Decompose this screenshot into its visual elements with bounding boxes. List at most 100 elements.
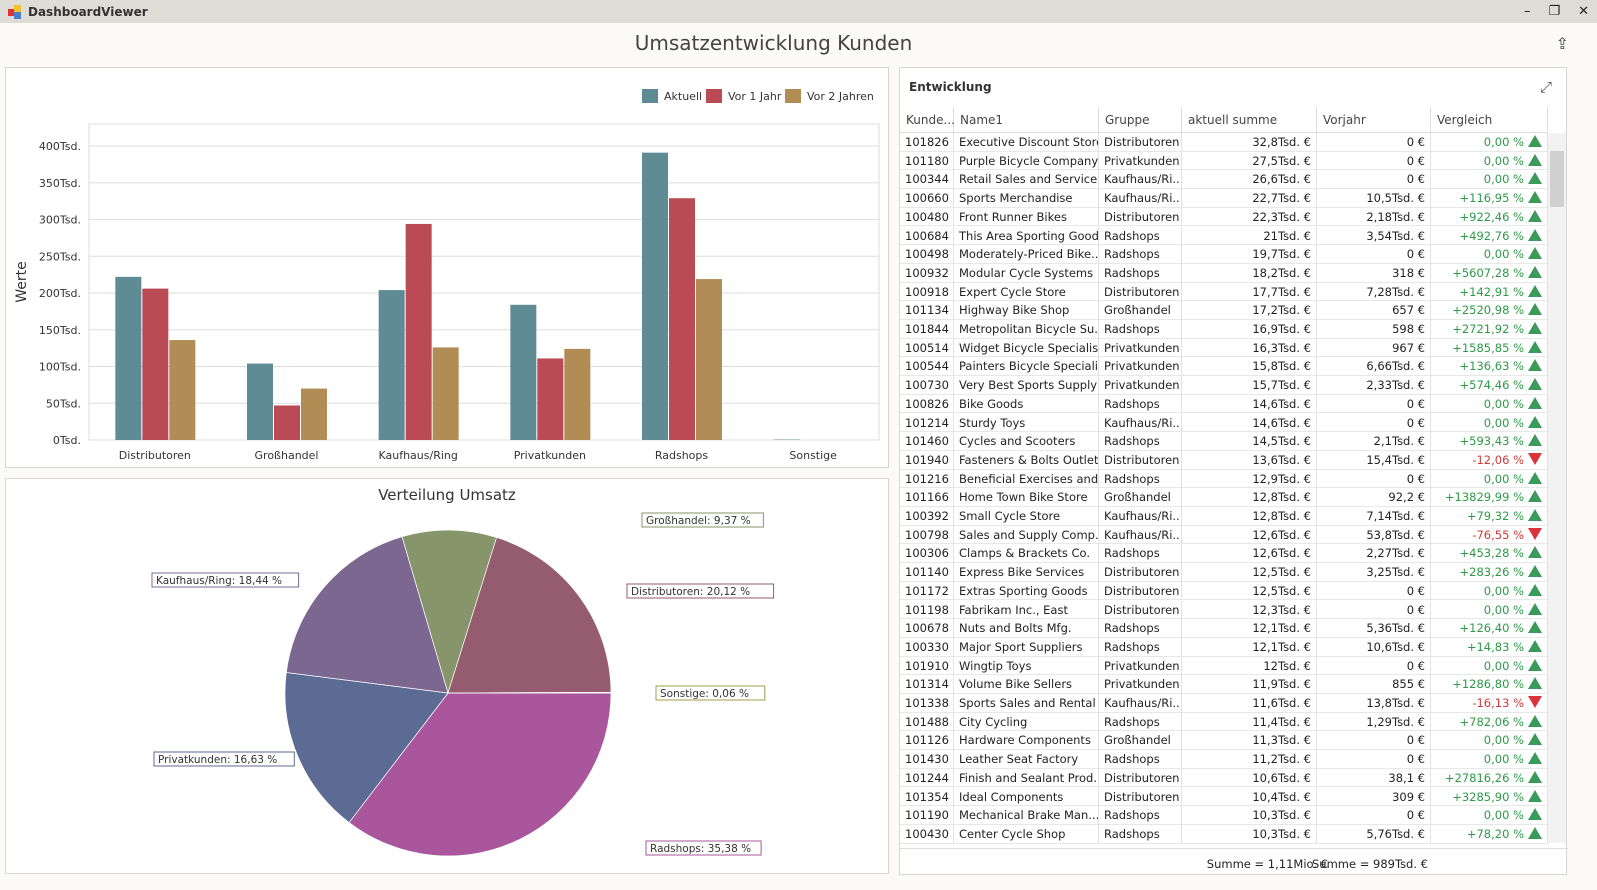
- grid-title: Entwicklung: [909, 80, 992, 94]
- legend-label: Vor 1 Jahr: [728, 90, 782, 103]
- current-sum-cell: 11,2Tsd. €: [1182, 750, 1317, 769]
- y-axis-label: Werte: [14, 261, 30, 303]
- column-header[interactable]: Vergleich: [1431, 107, 1548, 133]
- comparison-cell: +2520,98 %: [1431, 301, 1548, 320]
- column-header[interactable]: Kunde...: [900, 107, 955, 133]
- column-header[interactable]: aktuell summe: [1182, 107, 1317, 133]
- export-icon[interactable]: ⇪: [1555, 34, 1569, 53]
- table-row[interactable]: 100660 Sports Merchandise Kaufhaus/Ri... 22…: [900, 189, 1548, 208]
- customer-id-cell: 101172: [900, 581, 954, 601]
- arrow-down-icon: [1528, 696, 1542, 708]
- table-row[interactable]: 101180 Purple Bicycle Company Privatkunden…: [900, 151, 1548, 171]
- table-row[interactable]: 100498 Moderately-Priced Bike... Radshops 1…: [900, 245, 1548, 264]
- table-row[interactable]: 101314 Volume Bike Sellers Privatkunden 11,…: [900, 675, 1548, 694]
- customer-id-cell: 101460: [900, 432, 954, 451]
- table-row[interactable]: 100514 Widget Bicycle Specialists Privatku…: [900, 338, 1548, 358]
- table-row[interactable]: 100480 Front Runner Bikes Distributoren 22,…: [900, 207, 1548, 227]
- table-row[interactable]: 101910 Wingtip Toys Privatkunden 12Tsd. €0 …: [900, 656, 1548, 676]
- table-row[interactable]: 100932 Modular Cycle Systems Radshops 18,2T…: [900, 263, 1548, 283]
- arrow-up-icon: [1528, 770, 1542, 783]
- previous-year-cell: 5,76Tsd. €: [1317, 824, 1431, 844]
- comparison-cell: -12,06 %: [1431, 450, 1548, 470]
- previous-year-cell: 598 €: [1317, 320, 1431, 339]
- bar-vor-2-jahren: [564, 348, 591, 440]
- table-row[interactable]: 100544 Painters Bicycle Speciali... Privat…: [900, 357, 1548, 377]
- comparison-cell: 0,00 %: [1431, 394, 1548, 414]
- table-row[interactable]: 100392 Small Cycle Store Kaufhaus/Ri... 12,…: [900, 507, 1548, 526]
- table-row[interactable]: 101354 Ideal Components Distributoren 10,4T…: [900, 787, 1548, 807]
- table-row[interactable]: 101198 Fabrikam Inc., East Distributoren 12…: [900, 600, 1548, 620]
- current-sum-cell: 10,3Tsd. €: [1182, 824, 1317, 844]
- column-header[interactable]: Vorjahr: [1317, 107, 1431, 133]
- table-row[interactable]: 101244 Finish and Sealant Prod... Distribu…: [900, 768, 1548, 788]
- arrow-up-icon: [1528, 415, 1542, 428]
- maximize-panel-icon[interactable]: ⤢: [1539, 78, 1552, 96]
- table-row[interactable]: 100918 Expert Cycle Store Distributoren 17,…: [900, 282, 1548, 302]
- table-row[interactable]: 100330 Major Sport Suppliers Radshops 12,1T…: [900, 637, 1548, 657]
- previous-year-cell: 0 €: [1317, 656, 1431, 676]
- table-row[interactable]: 101488 City Cycling Radshops 11,4Tsd. €1,29…: [900, 712, 1548, 732]
- legend-swatch: [706, 89, 722, 103]
- arrow-up-icon: [1528, 714, 1542, 727]
- current-sum-cell: 17,2Tsd. €: [1182, 301, 1317, 320]
- grid-footer: Summe = 1,11Mio. € Summe = 989Tsd. €: [900, 848, 1568, 876]
- group-cell: Distributoren: [1099, 581, 1182, 601]
- table-row[interactable]: 100306 Clamps & Brackets Co. Radshops 12,6T…: [900, 544, 1548, 564]
- maximize-button[interactable]: ❐: [1548, 4, 1561, 19]
- table-row[interactable]: 100798 Sales and Supply Comp... Kaufhaus/R…: [900, 525, 1548, 545]
- comparison-cell: +126,40 %: [1431, 619, 1548, 638]
- table-row[interactable]: 100678 Nuts and Bolts Mfg. Radshops 12,1Tsd…: [900, 619, 1548, 638]
- name-cell: Volume Bike Sellers: [954, 675, 1099, 694]
- comparison-cell: +142,91 %: [1431, 282, 1548, 302]
- table-row[interactable]: 101140 Express Bike Services Distributoren…: [900, 563, 1548, 582]
- table-row[interactable]: 101166 Home Town Bike Store Großhandel 12,8…: [900, 488, 1548, 507]
- table-row[interactable]: 101190 Mechanical Brake Man... Radshops 10,…: [900, 806, 1548, 825]
- data-grid[interactable]: Kunde... Name1 Gruppe aktuell summe Vorjahr V…: [900, 68, 1568, 876]
- current-sum-cell: 14,6Tsd. €: [1182, 413, 1317, 433]
- current-sum-cell: 11,4Tsd. €: [1182, 712, 1317, 732]
- table-row[interactable]: 101826 Executive Discount Store Distributo…: [900, 133, 1548, 152]
- close-button[interactable]: ✕: [1578, 4, 1589, 19]
- table-row[interactable]: 101214 Sturdy Toys Kaufhaus/Ri... 14,6Tsd. …: [900, 413, 1548, 433]
- customer-id-cell: 101488: [900, 712, 954, 732]
- bar-vor-1-jahr: [274, 405, 300, 440]
- group-cell: Privatkunden: [1099, 376, 1182, 395]
- group-cell: Distributoren: [1099, 133, 1182, 152]
- table-row[interactable]: 101940 Fasteners & Bolts Outlet Distributo…: [900, 450, 1548, 470]
- table-row[interactable]: 101430 Leather Seat Factory Radshops 11,2Ts…: [900, 750, 1548, 769]
- column-header[interactable]: Name1: [954, 107, 1099, 133]
- table-row[interactable]: 101338 Sports Sales and Rental Kaufhaus/Ri…: [900, 694, 1548, 713]
- table-row[interactable]: 100826 Bike Goods Radshops 14,6Tsd. €0 € 0,0…: [900, 394, 1548, 414]
- table-row[interactable]: 101216 Beneficial Exercises and ... Radsho…: [900, 469, 1548, 489]
- table-row[interactable]: 101134 Highway Bike Shop Großhandel 17,2Tsd…: [900, 301, 1548, 320]
- previous-year-cell: 0 €: [1317, 581, 1431, 601]
- arrow-up-icon: [1528, 153, 1542, 166]
- total-aktuell: Summe = 1,11Mio. €: [1206, 857, 1328, 871]
- table-row[interactable]: 100730 Very Best Sports Supply Privatkunde…: [900, 376, 1548, 395]
- table-row[interactable]: 101126 Hardware Components Großhandel 11,3T…: [900, 731, 1548, 751]
- pie-label: Großhandel: 9,37 %: [646, 515, 751, 527]
- scrollbar[interactable]: [1548, 133, 1566, 843]
- column-header[interactable]: Gruppe: [1099, 107, 1182, 133]
- table-row[interactable]: 100684 This Area Sporting Goods Radshops 21…: [900, 226, 1548, 246]
- current-sum-cell: 15,7Tsd. €: [1182, 376, 1317, 395]
- current-sum-cell: 12,9Tsd. €: [1182, 469, 1317, 489]
- table-row[interactable]: 101460 Cycles and Scooters Radshops 14,5Tsd…: [900, 432, 1548, 451]
- y-tick-label: 50Tsd.: [46, 397, 81, 410]
- table-row[interactable]: 100430 Center Cycle Shop Radshops 10,3Tsd. …: [900, 824, 1548, 844]
- scrollbar-thumb[interactable]: [1550, 151, 1564, 207]
- comparison-cell: 0,00 %: [1431, 750, 1548, 769]
- customer-id-cell: 100684: [900, 226, 954, 246]
- group-cell: Privatkunden: [1099, 656, 1182, 676]
- comparison-cell: +1286,80 %: [1431, 675, 1548, 694]
- group-cell: Kaufhaus/Ri...: [1099, 189, 1182, 208]
- previous-year-cell: 5,36Tsd. €: [1317, 619, 1431, 638]
- bar-aktuell: [247, 363, 273, 440]
- table-row[interactable]: 101172 Extras Sporting Goods Distributoren…: [900, 581, 1548, 601]
- table-row[interactable]: 101844 Metropolitan Bicycle Su... Radshops…: [900, 320, 1548, 339]
- comparison-cell: +79,32 %: [1431, 507, 1548, 526]
- comparison-value: +492,76 %: [1459, 228, 1524, 243]
- table-row[interactable]: 100344 Retail Sales and Service Kaufhaus/R…: [900, 170, 1548, 190]
- minimize-button[interactable]: –: [1523, 4, 1531, 19]
- group-cell: Radshops: [1099, 320, 1182, 339]
